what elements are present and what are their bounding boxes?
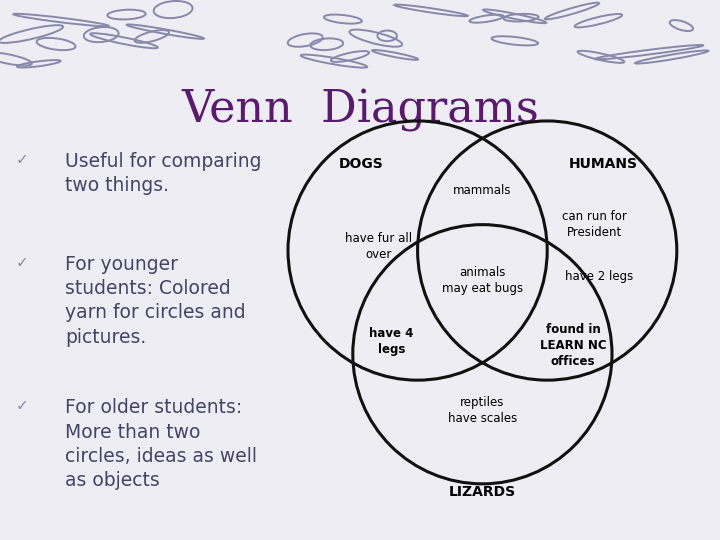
Text: have 4
legs: have 4 legs (369, 327, 414, 356)
Text: ✓: ✓ (15, 152, 28, 167)
Text: ✓: ✓ (15, 399, 28, 413)
Text: found in
LEARN NC
offices: found in LEARN NC offices (540, 323, 606, 368)
Text: have fur all
over: have fur all over (345, 232, 413, 261)
Text: Useful for comparing
two things.: Useful for comparing two things. (65, 152, 261, 195)
Text: can run for
President: can run for President (562, 210, 627, 239)
Text: mammals: mammals (453, 184, 512, 197)
Text: Venn  Diagrams: Venn Diagrams (181, 89, 539, 132)
Text: reptiles
have scales: reptiles have scales (448, 396, 517, 425)
Text: HUMANS: HUMANS (569, 157, 638, 171)
Text: DOGS: DOGS (339, 157, 384, 171)
Text: LIZARDS: LIZARDS (449, 485, 516, 500)
Text: have 2 legs: have 2 legs (565, 270, 633, 283)
Text: For older students:
More than two
circles, ideas as well
as objects: For older students: More than two circle… (65, 399, 257, 490)
Text: ✓: ✓ (15, 255, 28, 270)
Text: For younger
students: Colored
yarn for circles and
pictures.: For younger students: Colored yarn for c… (65, 255, 246, 347)
Text: animals
may eat bugs: animals may eat bugs (442, 266, 523, 295)
